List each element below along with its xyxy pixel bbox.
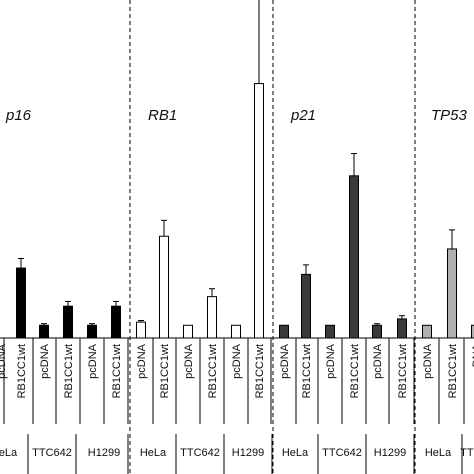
tick-label-rb1-1: RB1CC1wt bbox=[159, 344, 171, 398]
bars-group bbox=[16, 83, 474, 339]
tick-label-p21-5: RB1CC1wt bbox=[397, 344, 409, 398]
tick-label-p21-3: RB1CC1wt bbox=[349, 344, 361, 398]
cell-label-c9: H1299 bbox=[374, 447, 406, 459]
tick-label-tp53-1: RB1CC1wt bbox=[447, 344, 459, 398]
tick-label-tp53-0: pcDNA bbox=[422, 343, 434, 379]
cell-label-c7: HeLa bbox=[282, 447, 309, 459]
tick-label-rb1-0: pcDNA bbox=[136, 343, 148, 379]
tick-label-rb1-2: pcDNA bbox=[183, 343, 195, 379]
bar-rb1-ttc642-pcdna bbox=[183, 324, 193, 339]
tick-label-rb1-5: RB1CC1wt bbox=[254, 344, 266, 398]
tick-label-p16-1: RB1CC1wt bbox=[16, 344, 28, 398]
tick-label-p16-5: RB1CC1wt bbox=[111, 344, 123, 398]
bar-p21-ttc642-rb1cc1wt bbox=[349, 175, 359, 339]
bar-rb1-hela-rb1cc1wt bbox=[159, 235, 169, 339]
bar-p16-ttc642-rb1cc1wt bbox=[63, 305, 73, 339]
bar-p21-hela-rb1cc1wt bbox=[301, 273, 311, 339]
bar-rb1-h1299-rb1cc1wt bbox=[254, 83, 264, 339]
error-bars-group bbox=[18, 0, 455, 326]
bar-tp53-hela-rb1cc1wt bbox=[447, 248, 457, 339]
gene-labels-group: p16 RB1 p21 TP53 bbox=[5, 107, 468, 124]
cell-labels-group: HeLa TTC642 H1299 HeLa TTC642 H1299 HeLa TTC642… bbox=[0, 434, 474, 474]
bar-p16-ttc642-pcdna bbox=[39, 324, 49, 339]
tick-label-rb1-4: pcDNA bbox=[231, 343, 243, 379]
tick-label-tp53-2: pcDNA bbox=[471, 343, 474, 379]
bar-p16-h1299-rb1cc1wt bbox=[111, 305, 121, 339]
panel-dividers bbox=[129, 0, 416, 474]
bar-p16-h1299-pcdna bbox=[87, 324, 97, 339]
cell-label-c1: HeLa bbox=[0, 447, 18, 459]
tick-label-p21-1: RB1CC1wt bbox=[301, 344, 313, 398]
cell-label-c3: H1299 bbox=[88, 447, 120, 459]
bar-rb1-ttc642-rb1cc1wt bbox=[207, 296, 217, 339]
gene-label-rb1: RB1 bbox=[148, 107, 177, 124]
gene-label-p16: p16 bbox=[5, 107, 32, 124]
tick-label-p16-3: RB1CC1wt bbox=[63, 344, 75, 398]
bar-p21-h1299-pcdna bbox=[372, 324, 382, 339]
cell-label-c8: TTC642 bbox=[322, 447, 362, 459]
tick-labels-group: pcDNA RB1CC1wt pcDNA RB1CC1wt pcDNA RB1CC1wt p… bbox=[0, 338, 474, 424]
cell-label-c10: HeLa bbox=[425, 447, 452, 459]
tick-label-p21-0: pcDNA bbox=[279, 343, 291, 379]
cell-label-c2: TTC642 bbox=[32, 447, 72, 459]
tick-label-p16-4: pcDNA bbox=[87, 343, 99, 379]
cell-label-c5: TTC642 bbox=[180, 447, 220, 459]
bar-rb1-hela-pcdna bbox=[136, 321, 146, 339]
cell-label-c6: H1299 bbox=[232, 447, 264, 459]
bar-tp53-hela-pcdna bbox=[422, 324, 432, 339]
tick-label-p21-2: pcDNA bbox=[325, 343, 337, 379]
gene-label-tp53: TP53 bbox=[431, 107, 468, 124]
bar-p21-ttc642-pcdna bbox=[325, 324, 335, 339]
bar-tp53-ttc642-pcdna bbox=[471, 324, 474, 339]
cell-label-c4: HeLa bbox=[140, 447, 167, 459]
gene-label-p21: p21 bbox=[290, 107, 316, 124]
bar-rb1-h1299-pcdna bbox=[231, 324, 241, 339]
bar-p21-hela-pcdna bbox=[279, 324, 289, 339]
tick-label-rb1-3: RB1CC1wt bbox=[207, 344, 219, 398]
tick-label-partial: pcDNA bbox=[0, 343, 8, 379]
tick-label-p16-2: pcDNA bbox=[39, 343, 51, 379]
cell-label-c11: TTC642 bbox=[460, 447, 474, 459]
bar-p21-h1299-rb1cc1wt bbox=[397, 318, 407, 339]
tick-label-p21-4: pcDNA bbox=[372, 343, 384, 379]
bar-p16-hela-rb1cc1wt bbox=[16, 267, 26, 339]
